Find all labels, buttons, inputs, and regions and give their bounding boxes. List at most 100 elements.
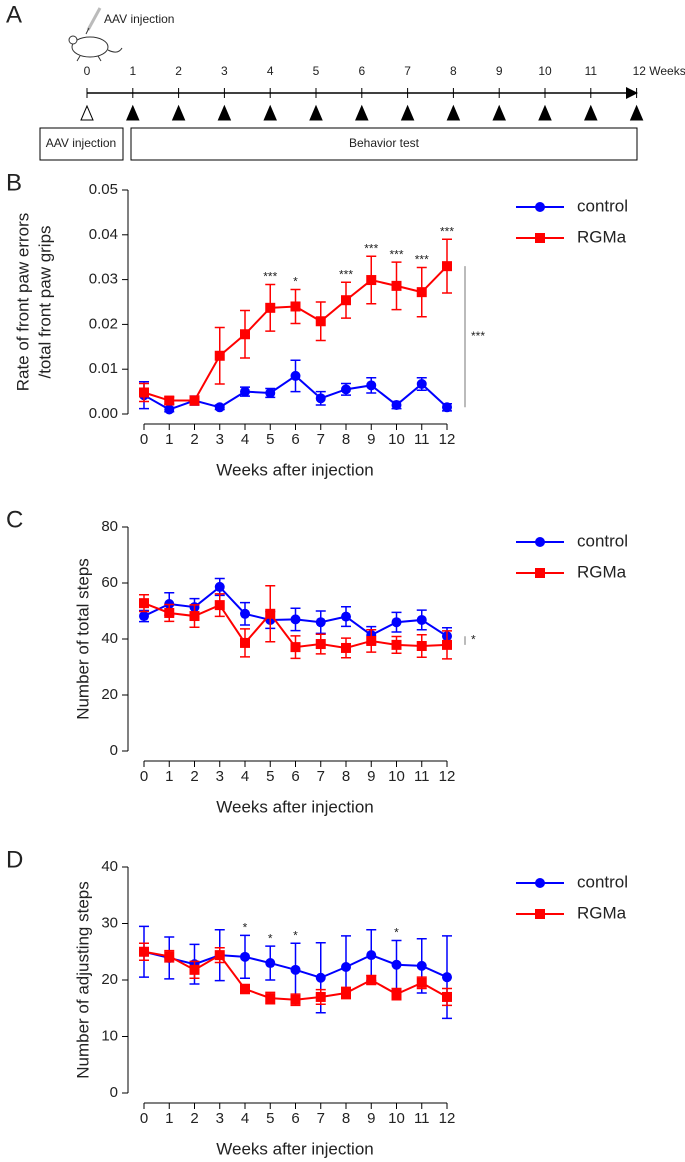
point: [240, 386, 250, 397]
week-marker: [446, 104, 461, 121]
point: [391, 959, 402, 970]
x-tick-label: 4: [241, 1110, 249, 1127]
y-tick-label: 40: [101, 630, 118, 647]
week-marker: [629, 104, 644, 121]
significance: *: [243, 921, 248, 935]
significance: ***: [415, 253, 429, 267]
significance: ***: [389, 247, 403, 261]
week-marker: [126, 104, 140, 121]
x-tick-label: 6: [291, 768, 299, 785]
point: [214, 350, 225, 361]
point: [265, 302, 276, 313]
week-label: 0: [84, 64, 91, 78]
legend-label: control: [577, 531, 628, 550]
point: [391, 617, 402, 628]
y-tick-label: 10: [101, 1027, 118, 1044]
point: [189, 611, 200, 622]
point: [214, 581, 225, 592]
week-marker: [492, 104, 506, 121]
week-label: 1: [129, 64, 136, 78]
point: [290, 370, 301, 381]
week-marker: [584, 104, 598, 121]
week-marker: [217, 104, 232, 121]
point: [139, 387, 149, 398]
week-label: 7: [404, 64, 411, 78]
x-tick-label: 10: [388, 768, 405, 785]
point: [315, 316, 326, 327]
x-tick-label: 6: [291, 431, 299, 448]
week-label: 8: [450, 64, 457, 78]
panel-label: D: [6, 846, 23, 873]
y-tick-label: 0: [110, 1084, 118, 1101]
point: [391, 400, 402, 411]
point: [290, 301, 301, 312]
point: [442, 639, 452, 650]
x-tick-label: 2: [190, 768, 198, 785]
x-tick-label: 9: [367, 1110, 375, 1127]
point: [442, 402, 452, 413]
week-label: 5: [313, 64, 320, 78]
point: [265, 387, 276, 398]
point: [265, 608, 276, 619]
x-tick-label: 9: [367, 768, 375, 785]
significance: ***: [364, 241, 378, 255]
x-tick-label: 10: [388, 431, 405, 448]
point: [315, 639, 326, 650]
week-marker: [80, 104, 94, 121]
point: [139, 598, 149, 609]
legend-label: control: [577, 872, 628, 891]
significance: *: [293, 275, 298, 289]
week-label: 9: [496, 64, 503, 78]
legend-label: RGMa: [577, 562, 627, 581]
y-tick-label: 0.03: [89, 271, 118, 288]
x-tick-label: 7: [317, 768, 325, 785]
icon-label: AAV injection: [104, 12, 174, 26]
point: [189, 964, 200, 975]
point: [341, 384, 351, 395]
point: [391, 280, 402, 291]
point: [290, 614, 301, 625]
x-tick-label: 3: [216, 1110, 224, 1127]
chart: B0.000.010.020.030.040.050 1 2 3 4 5 6 7 8 9 10 11 1…: [6, 169, 628, 479]
week-marker: [400, 104, 415, 121]
point: [442, 991, 452, 1002]
x-tick-label: 0: [140, 1110, 148, 1127]
x-tick-label: 3: [216, 768, 224, 785]
point: [341, 642, 351, 653]
y-axis-label: Rate of front paw errors: [13, 213, 32, 392]
point: [240, 951, 250, 962]
y-tick-label: 40: [101, 858, 118, 875]
point: [139, 611, 149, 622]
point: [164, 951, 175, 962]
point: [366, 950, 377, 961]
x-tick-label: 8: [342, 768, 350, 785]
x-tick-label: 3: [216, 431, 224, 448]
week-marker: [355, 104, 369, 121]
legend-label: RGMa: [577, 227, 627, 246]
x-tick-label: 8: [342, 1110, 350, 1127]
point: [315, 393, 326, 404]
point: [214, 402, 225, 413]
y-tick-label: 0: [110, 742, 118, 759]
x-tick-label: 0: [140, 431, 148, 448]
week-label: 12 Weeks: [633, 64, 685, 78]
point: [265, 993, 276, 1004]
significance: ***: [471, 329, 485, 343]
x-tick-label: 6: [291, 1110, 299, 1127]
x-tick-label: 0: [140, 768, 148, 785]
point: [189, 395, 200, 406]
panel-label: C: [6, 506, 23, 533]
x-tick-label: 12: [439, 768, 456, 785]
x-tick-label: 4: [241, 431, 249, 448]
x-tick-label: 11: [414, 1110, 430, 1127]
significance: *: [471, 633, 476, 647]
point: [240, 637, 250, 648]
week-label: 6: [358, 64, 365, 78]
mouse-icon: [68, 7, 123, 62]
y-tick-label: 30: [101, 914, 118, 931]
x-tick-label: 7: [317, 431, 325, 448]
significance: *: [293, 928, 298, 942]
x-tick-label: 11: [414, 431, 430, 448]
significance: ***: [339, 267, 353, 281]
point: [416, 641, 427, 651]
